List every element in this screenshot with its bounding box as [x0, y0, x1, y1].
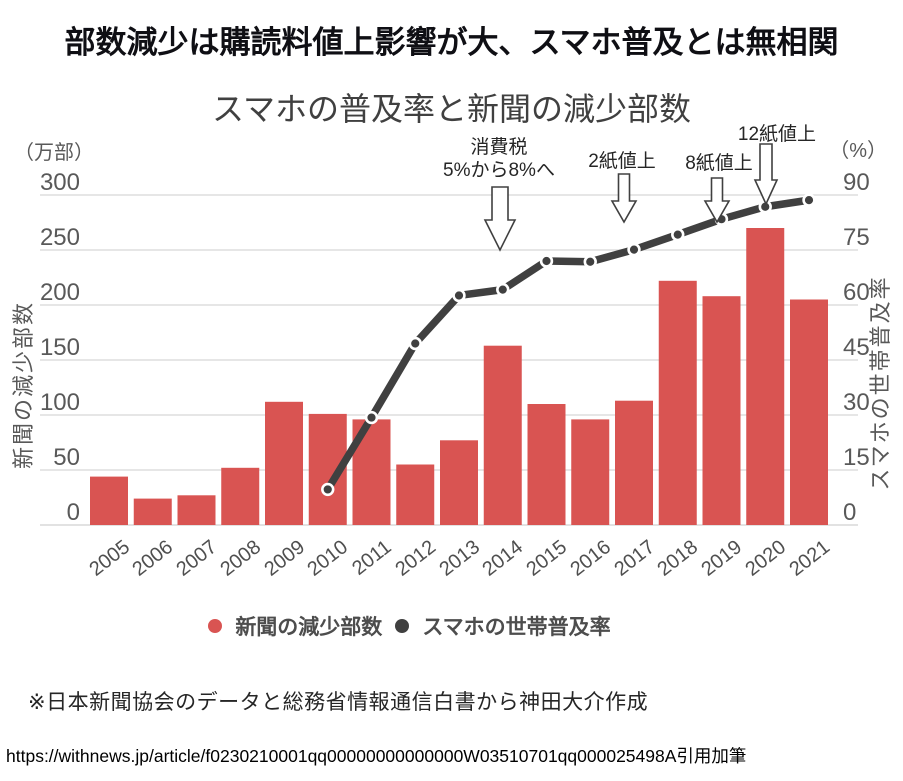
right-axis-tick-75: 75: [843, 224, 870, 251]
plot-area: [40, 143, 858, 526]
bar-2013: [440, 440, 478, 525]
legend-bar-marker-icon: [208, 619, 223, 633]
line-point-2013: [452, 288, 466, 303]
page-title: 部数減少は購読料値上影響が大、スマホ普及とは無相関: [64, 25, 839, 60]
right-axis-tick-30: 30: [843, 389, 870, 416]
annotation-line: 消費税: [470, 137, 528, 158]
line-point-2014: [496, 282, 510, 297]
annotation-line: 5%から8%へ: [443, 160, 555, 181]
bar-2014: [483, 345, 522, 525]
left-axis-tick-300: 300: [39, 169, 80, 196]
down-arrow-icon-2-papers: [610, 173, 638, 224]
down-arrow-icon-8-papers: [703, 177, 731, 224]
right-axis-tick-90: 90: [843, 169, 870, 196]
line-point-2018: [671, 227, 685, 242]
legend-label-bars: 新聞の減少部数: [235, 616, 383, 639]
left-axis-tick-250: 250: [39, 224, 80, 251]
bar-2019: [702, 296, 741, 525]
legend-label-line: スマホの世帯普及率: [422, 616, 611, 639]
bar-2012: [396, 464, 435, 525]
right-axis-unit: （%）: [829, 140, 887, 162]
line-point-2010: [321, 482, 335, 497]
annotation-consumption-tax: 消費税 5%から8%へ: [399, 136, 599, 182]
bar-2007: [177, 495, 216, 525]
left-axis-tick-0: 0: [66, 499, 80, 526]
legend-line-marker-icon: [395, 619, 410, 633]
left-axis-unit: （万部）: [14, 142, 94, 164]
down-arrow-icon-tax: [483, 186, 517, 252]
source-note: ※日本新聞協会のデータと総務省情報通信白書から神田大介作成: [28, 691, 649, 714]
line-point-2016: [583, 255, 597, 269]
line-point-2015: [539, 254, 554, 268]
line-point-2011: [364, 410, 379, 425]
line-point-2017: [627, 242, 641, 257]
down-arrow-icon-12-papers: [753, 143, 779, 206]
url-note: https://withnews.jp/article/f0230210001q…: [6, 746, 747, 766]
bar-2018: [658, 280, 697, 525]
right-axis-tick-15: 15: [843, 444, 870, 471]
bar-2005: [90, 476, 128, 525]
annotation-8-papers: 8紙値上: [685, 153, 753, 174]
right-axis-tick-0: 0: [843, 499, 857, 526]
left-axis-tick-200: 200: [39, 279, 80, 306]
right-axis-tick-60: 60: [843, 279, 870, 306]
bar-2008: [221, 467, 260, 525]
annotation-12-papers: 12紙値上: [737, 124, 817, 145]
legend: 新聞の減少部数 スマホの世帯普及率: [0, 611, 861, 641]
bar-2015: [527, 404, 566, 525]
left-axis-tick-100: 100: [39, 389, 80, 416]
bar-2020: [746, 228, 785, 525]
bar-2016: [571, 419, 610, 525]
left-axis-tick-50: 50: [53, 444, 80, 471]
line-series: [324, 196, 813, 494]
line-point-2021: [802, 193, 816, 207]
bar-2021: [790, 299, 828, 525]
bar-2006: [133, 498, 172, 525]
chart-title: スマホの普及率と新聞の減少部数: [211, 91, 692, 127]
bar-2009: [265, 401, 303, 525]
annotation-2-papers: 2紙値上: [588, 151, 656, 172]
right-axis-tick-45: 45: [843, 334, 870, 361]
left-axis-tick-150: 150: [39, 334, 80, 361]
line-point-2012: [408, 336, 422, 351]
bar-2017: [615, 400, 653, 525]
